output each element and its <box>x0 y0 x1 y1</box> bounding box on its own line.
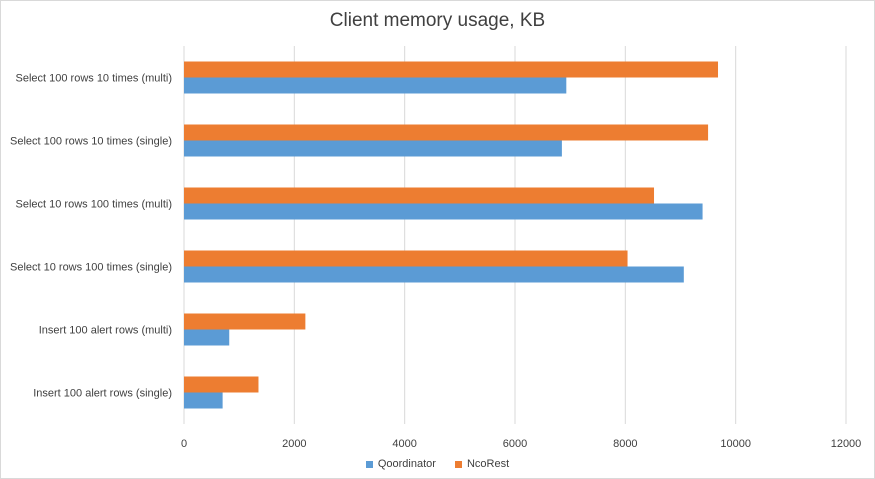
bar-ncorest-3 <box>184 187 655 204</box>
legend-swatch-ncorest <box>454 460 462 468</box>
x-tick-label-12000: 12000 <box>831 438 862 450</box>
legend-swatch-qoordinator <box>365 460 373 468</box>
category-label-1: Insert 100 alert rows (multi) <box>39 325 172 337</box>
category-label-2: Select 10 rows 100 times (single) <box>10 262 172 274</box>
bar-ncorest-5 <box>184 61 719 78</box>
legend: Qoordinator NcoRest <box>0 458 875 471</box>
bar-qoordinator-4 <box>184 140 562 157</box>
x-tick-label-6000: 6000 <box>503 438 527 450</box>
bar-ncorest-1 <box>184 313 306 330</box>
bar-qoordinator-5 <box>184 77 567 94</box>
category-label-0: Insert 100 alert rows (single) <box>33 388 172 400</box>
bar-qoordinator-2 <box>184 266 684 283</box>
legend-label-qoordinator: Qoordinator <box>377 458 436 470</box>
chart-title: Client memory usage, KB <box>329 10 546 31</box>
bar-qoordinator-1 <box>184 329 230 346</box>
x-tick-label-4000: 4000 <box>392 438 416 450</box>
legend-label-ncorest: NcoRest <box>466 458 510 470</box>
bar-ncorest-2 <box>184 250 628 267</box>
bar-ncorest-0 <box>184 376 259 393</box>
bar-ncorest-4 <box>184 124 709 141</box>
legend-item-ncorest: NcoRest <box>454 458 510 470</box>
category-label-3: Select 10 rows 100 times (multi) <box>16 199 173 211</box>
bar-qoordinator-3 <box>184 203 703 220</box>
legend-item-qoordinator: Qoordinator <box>365 458 436 470</box>
bar-qoordinator-0 <box>184 392 223 409</box>
x-tick-label-2000: 2000 <box>282 438 306 450</box>
x-tick-label-10000: 10000 <box>720 438 751 450</box>
x-tick-label-8000: 8000 <box>613 438 637 450</box>
x-tick-label-0: 0 <box>181 438 187 450</box>
category-label-5: Select 100 rows 10 times (multi) <box>16 73 173 85</box>
category-label-4: Select 100 rows 10 times (single) <box>10 136 172 148</box>
